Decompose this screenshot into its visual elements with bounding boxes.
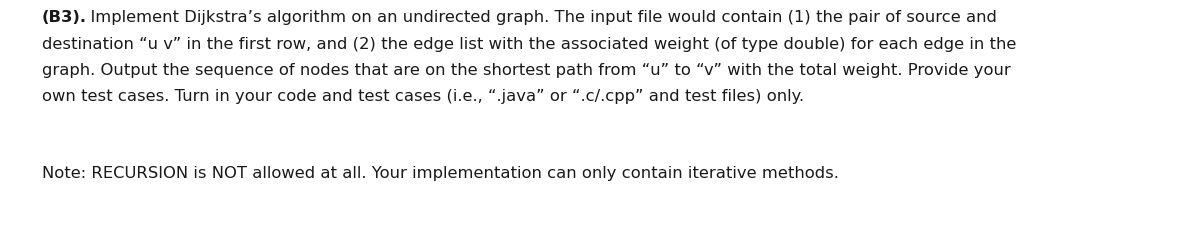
Text: Implement Dijkstra’s algorithm on an undirected graph. The input file would cont: Implement Dijkstra’s algorithm on an und… [80, 10, 997, 25]
Text: own test cases. Turn in your code and test cases (i.e., “.java” or “.c/.cpp” and: own test cases. Turn in your code and te… [42, 89, 804, 104]
Text: graph. Output the sequence of nodes that are on the shortest path from “u” to “v: graph. Output the sequence of nodes that… [42, 63, 1010, 78]
Text: (B3).: (B3). [42, 10, 88, 25]
Text: destination “u v” in the first row, and (2) the edge list with the associated we: destination “u v” in the first row, and … [42, 36, 1016, 51]
Text: Note: RECURSION is NOT allowed at all. Your implementation can only contain iter: Note: RECURSION is NOT allowed at all. Y… [42, 165, 839, 180]
